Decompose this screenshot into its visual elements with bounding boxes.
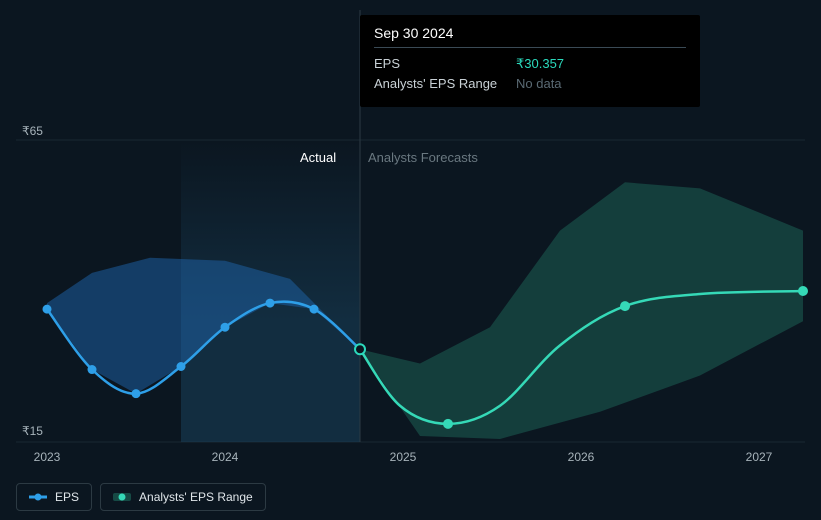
tooltip-row: Analysts' EPS Range No data [374,74,686,93]
legend-item[interactable]: Analysts' EPS Range [100,483,266,511]
legend-swatch [113,492,131,502]
x-tick-label: 2024 [212,450,239,464]
chart-tooltip: Sep 30 2024 EPS ₹30.357 Analysts' EPS Rang… [360,15,700,107]
x-tick-label: 2023 [34,450,61,464]
legend-label: Analysts' EPS Range [139,490,253,504]
legend-swatch [29,492,47,502]
region-label-forecast: Analysts Forecasts [368,150,478,165]
region-label-actual: Actual [300,150,336,165]
x-tick-label: 2025 [390,450,417,464]
chart-legend: EPS Analysts' EPS Range [16,483,266,511]
tooltip-body: EPS ₹30.357 Analysts' EPS Range No data [374,54,686,93]
tooltip-row-label: EPS [374,56,504,72]
tooltip-row-value: No data [516,76,562,91]
y-tick-bottom: ₹15 [22,424,43,438]
tooltip-date: Sep 30 2024 [374,25,686,48]
eps-chart: ₹65 ₹15 Actual Analysts Forecasts 2023 20… [0,0,821,520]
tooltip-row-label: Analysts' EPS Range [374,76,504,91]
tooltip-row: EPS ₹30.357 [374,54,686,74]
legend-item[interactable]: EPS [16,483,92,511]
x-tick-label: 2027 [746,450,773,464]
legend-label: EPS [55,490,79,504]
tooltip-row-value: ₹30.357 [516,56,564,72]
y-tick-top: ₹65 [22,124,43,138]
x-tick-label: 2026 [568,450,595,464]
